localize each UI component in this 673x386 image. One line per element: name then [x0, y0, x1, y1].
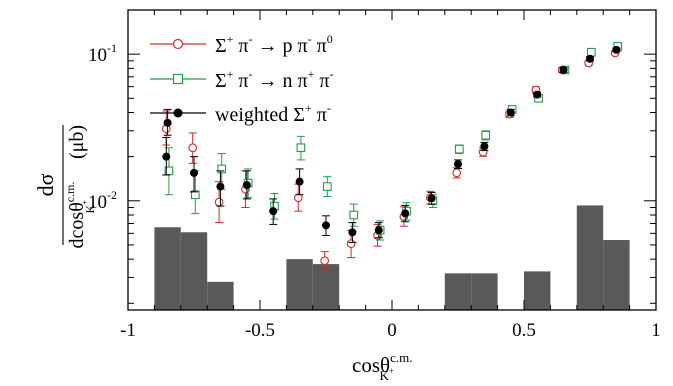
series-filled-circle [162, 45, 621, 243]
marker-open-square [217, 164, 227, 174]
marker-filled-circle [401, 209, 410, 218]
legend-marker-filled-circle [173, 108, 183, 118]
axes-layer: -1 -0.5 0 0.5 1 10-2 10-1 [88, 9, 661, 341]
marker-filled-circle [216, 182, 225, 191]
marker-open-square [190, 190, 200, 200]
data-point [374, 222, 383, 239]
histogram-bar-9 [603, 240, 630, 310]
marker-filled-circle [295, 177, 304, 186]
data-point [293, 183, 303, 212]
marker-open-square [586, 47, 596, 57]
marker-open-square [481, 130, 491, 140]
histogram-bar-3 [286, 259, 313, 310]
data-point [454, 144, 464, 155]
legend-entry-red: Σ+ π- → p π- π0 [150, 32, 333, 57]
marker-open-circle [452, 168, 462, 178]
marker-open-circle [320, 256, 330, 266]
y-tick-label: 10-2 [88, 188, 117, 213]
data-point [322, 176, 332, 197]
legend-entry-green: Σ+ π- → n π+ π- [150, 67, 334, 92]
legend-label-green: Σ+ π- → n π+ π- [215, 67, 334, 92]
x-tick-label: 0 [387, 320, 397, 341]
legend-entry-black: weighted Σ+ π- [150, 101, 331, 126]
histogram-bar-7 [524, 271, 551, 310]
marker-filled-circle [454, 160, 462, 169]
x-axis-label: cosθc.m. K+ [352, 350, 412, 383]
marker-filled-circle [322, 221, 330, 230]
legend-marker-open-square [172, 73, 184, 85]
histogram-layer [154, 205, 630, 310]
data-point [322, 215, 330, 236]
data-point [480, 141, 489, 152]
histogram-bar-2 [207, 281, 234, 310]
marker-filled-circle [163, 118, 172, 127]
data-point [296, 135, 306, 161]
x-tick-label: 1 [651, 320, 661, 341]
data-point [559, 65, 568, 74]
y-label-denominator: dcosθc.m.K+ [63, 182, 97, 249]
x-tick-label: -0.5 [245, 320, 275, 341]
marker-filled-circle [348, 228, 357, 237]
data-point [162, 137, 171, 176]
marker-open-square [322, 182, 332, 191]
data-point [533, 90, 542, 99]
marker-open-circle [214, 197, 224, 207]
marker-open-square [454, 144, 464, 154]
marker-filled-circle [586, 54, 594, 63]
histogram-bar-5 [444, 273, 472, 310]
data-point [427, 191, 436, 205]
x-tick-label: 0.5 [512, 320, 536, 341]
data-point [242, 170, 251, 200]
y-label-numerator: dσ [33, 173, 58, 196]
marker-filled-circle [533, 90, 542, 99]
marker-filled-circle [269, 207, 278, 216]
series-layer [161, 42, 623, 272]
data-point [190, 156, 198, 193]
data-point [163, 108, 172, 136]
data-point [269, 198, 278, 225]
marker-open-square [349, 210, 359, 220]
marker-filled-circle [427, 194, 436, 203]
data-point [295, 168, 304, 196]
y-tick-label: 10-1 [88, 41, 117, 66]
data-point [348, 222, 357, 243]
marker-filled-circle [162, 152, 171, 161]
legend-label-black: weighted Σ+ π- [215, 101, 331, 126]
histogram-bar-6 [471, 273, 498, 310]
marker-filled-circle [612, 45, 621, 54]
marker-filled-circle [242, 181, 251, 190]
data-point [320, 251, 330, 272]
data-point [216, 170, 225, 207]
data-point [586, 54, 594, 63]
marker-filled-circle [506, 108, 515, 117]
legend: Σ+ π- → p π- π0 Σ+ π- → n π+ π- weighted… [150, 32, 334, 126]
marker-open-circle [293, 193, 303, 203]
legend-label-red: Σ+ π- → p π- π0 [215, 32, 333, 57]
legend-marker-open-circle [172, 38, 184, 50]
data-point [586, 47, 596, 57]
y-axis-label: dσ dcosθc.m.K+ (μb) [33, 125, 97, 248]
histogram-bar-1 [180, 232, 208, 310]
data-point [612, 45, 621, 54]
histogram-bar-8 [576, 205, 604, 310]
marker-filled-circle [559, 65, 568, 74]
marker-filled-circle [190, 168, 198, 177]
data-point [454, 159, 462, 170]
y-label-unit: (μb) [66, 125, 88, 159]
marker-open-square [296, 143, 306, 153]
marker-filled-circle [480, 142, 489, 151]
data-point [401, 204, 410, 223]
marker-filled-circle [374, 226, 383, 235]
histogram-bar-0 [154, 227, 181, 310]
data-point [481, 130, 491, 141]
marker-open-circle [188, 143, 198, 153]
x-label-text: cosθc.m. K+ [352, 350, 412, 383]
data-point [506, 108, 515, 117]
x-tick-label: -1 [120, 320, 136, 341]
marker-open-circle [346, 239, 356, 249]
data-point [188, 132, 198, 164]
